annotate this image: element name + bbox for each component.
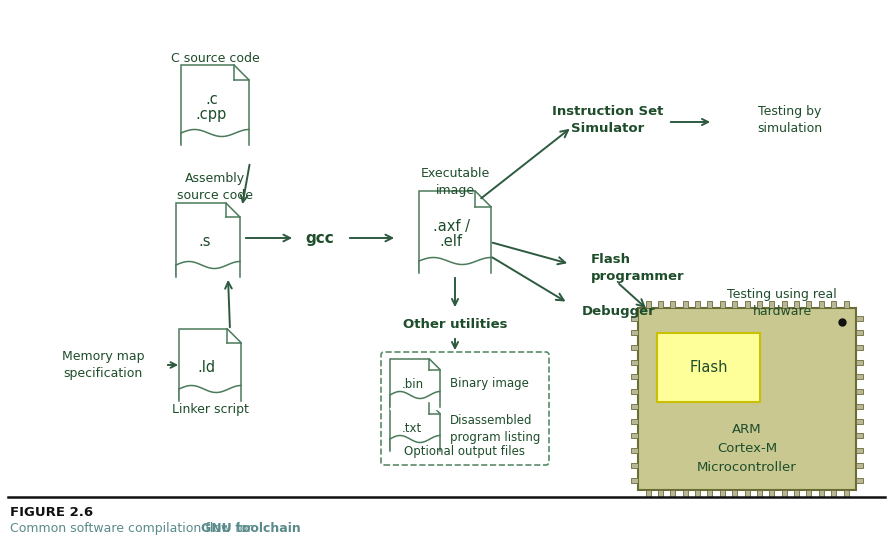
Text: .elf: .elf (439, 234, 463, 249)
Text: .ld: .ld (197, 359, 215, 374)
Text: gcc: gcc (305, 230, 334, 246)
Bar (707, 490, 713, 497)
Bar (856, 434, 863, 439)
Bar (631, 404, 638, 409)
Text: .cpp: .cpp (196, 107, 227, 122)
Bar (745, 301, 749, 308)
Bar (856, 404, 863, 409)
Bar (631, 360, 638, 365)
Bar (757, 301, 762, 308)
Bar (631, 330, 638, 335)
Bar (781, 301, 787, 308)
Text: Disassembled
program listing: Disassembled program listing (450, 415, 540, 444)
FancyBboxPatch shape (381, 352, 549, 465)
Bar (856, 463, 863, 468)
Text: C source code: C source code (171, 51, 259, 65)
Bar (631, 478, 638, 483)
Bar (646, 301, 650, 308)
Text: Linker script: Linker script (171, 403, 248, 416)
Bar (856, 315, 863, 320)
Text: .s: .s (198, 234, 211, 249)
Text: .c: .c (204, 92, 218, 107)
Bar (781, 490, 787, 497)
Text: Flash: Flash (689, 360, 728, 375)
Bar (720, 490, 725, 497)
Bar (856, 360, 863, 365)
Bar (631, 418, 638, 424)
Bar (794, 301, 799, 308)
Bar (695, 490, 700, 497)
Bar (631, 315, 638, 320)
Bar (631, 463, 638, 468)
Text: Binary image: Binary image (450, 377, 529, 389)
Bar (631, 345, 638, 350)
Bar (856, 389, 863, 394)
Text: Testing by
simulation: Testing by simulation (757, 105, 822, 135)
Bar (745, 490, 749, 497)
Text: Debugger: Debugger (582, 305, 655, 318)
Bar (856, 374, 863, 379)
Bar (707, 301, 713, 308)
Text: Flash
programmer: Flash programmer (591, 253, 685, 283)
Text: Common software compilation flow for: Common software compilation flow for (10, 522, 256, 535)
Polygon shape (176, 203, 240, 277)
Bar (631, 389, 638, 394)
Text: Other utilities: Other utilities (403, 318, 507, 330)
Bar (695, 301, 700, 308)
Polygon shape (181, 65, 249, 145)
Bar (856, 330, 863, 335)
Bar (831, 490, 836, 497)
Bar (682, 490, 688, 497)
Text: Testing using real
hardware: Testing using real hardware (727, 288, 837, 318)
Text: Assembly
source code: Assembly source code (177, 172, 253, 202)
Bar (844, 301, 848, 308)
Text: .axf /: .axf / (432, 219, 470, 234)
Bar (658, 301, 663, 308)
Bar (856, 418, 863, 424)
Bar (769, 490, 774, 497)
Text: .txt: .txt (402, 422, 422, 435)
Bar (794, 490, 799, 497)
Bar (631, 374, 638, 379)
Bar (844, 490, 848, 497)
Polygon shape (419, 191, 491, 273)
Bar (806, 490, 812, 497)
Text: .bin: .bin (401, 378, 423, 392)
Bar (671, 490, 675, 497)
Bar (682, 301, 688, 308)
Bar (769, 301, 774, 308)
Polygon shape (390, 403, 440, 451)
Bar (856, 345, 863, 350)
Text: GNU toolchain: GNU toolchain (201, 522, 300, 535)
Polygon shape (390, 359, 440, 407)
Bar (732, 301, 737, 308)
Text: Optional output files: Optional output files (405, 445, 525, 458)
Bar (819, 490, 823, 497)
Bar (856, 478, 863, 483)
Bar (819, 301, 823, 308)
Bar (831, 301, 836, 308)
Polygon shape (179, 329, 241, 401)
Bar (658, 490, 663, 497)
Text: Instruction Set
Simulator: Instruction Set Simulator (552, 105, 663, 135)
Text: Executable
image: Executable image (421, 167, 489, 197)
Bar (720, 301, 725, 308)
Bar (638, 308, 856, 490)
Bar (646, 490, 650, 497)
Bar (856, 448, 863, 453)
Bar (657, 333, 760, 402)
Bar (631, 448, 638, 453)
Bar (631, 434, 638, 439)
Bar (732, 490, 737, 497)
Bar (806, 301, 812, 308)
Bar (757, 490, 762, 497)
Bar (671, 301, 675, 308)
Text: FIGURE 2.6: FIGURE 2.6 (10, 506, 93, 519)
Text: ARM
Cortex-M
Microcontroller: ARM Cortex-M Microcontroller (697, 422, 797, 474)
Text: Memory map
specification: Memory map specification (62, 350, 145, 380)
